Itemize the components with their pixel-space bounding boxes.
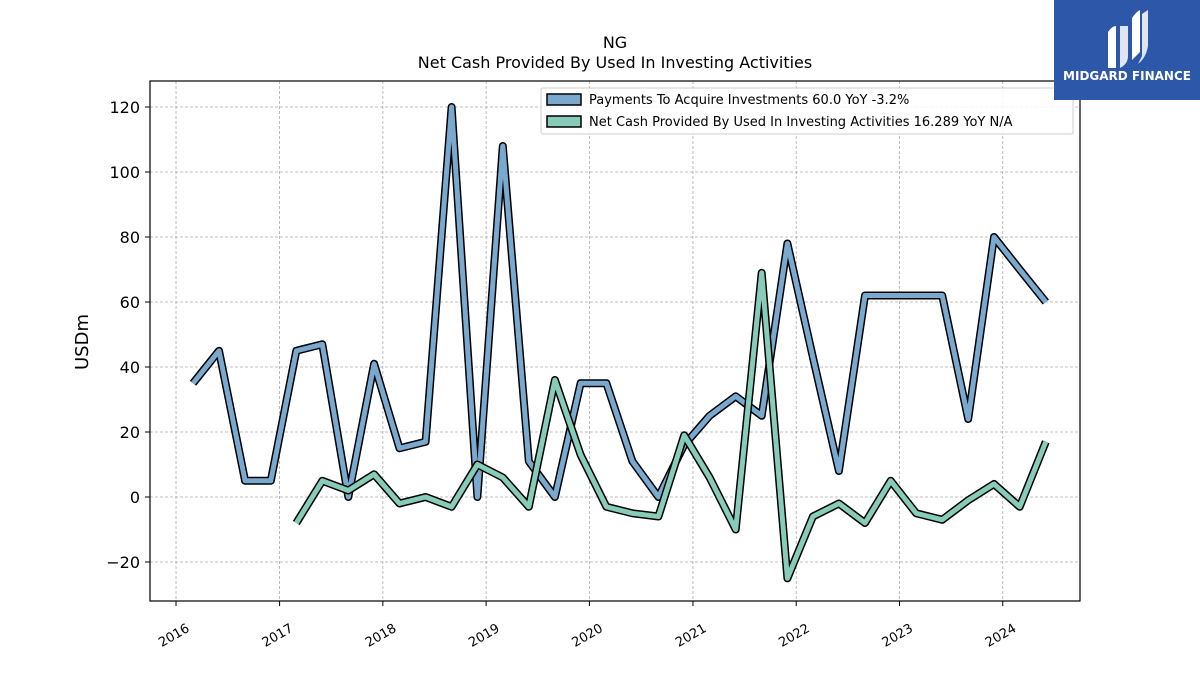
y-tick-label: 0	[130, 488, 140, 507]
midgard-finance-logo: MIDGARD FINANCE	[1054, 0, 1200, 100]
x-tick-label: 2023	[880, 621, 916, 651]
chart-subtitle: Net Cash Provided By Used In Investing A…	[418, 53, 812, 72]
series-stroke	[191, 104, 1048, 500]
x-tick-label: 2022	[776, 621, 812, 651]
x-tick-label: 2020	[570, 621, 606, 651]
chart-title: NG	[603, 33, 627, 52]
series-payments-line	[189, 103, 1049, 501]
x-tick-label: 2016	[156, 621, 192, 651]
x-tick-label: 2021	[673, 621, 709, 651]
y-tick-label: 120	[109, 98, 140, 117]
logo-text: MIDGARD FINANCE	[1063, 69, 1191, 83]
y-axis-label: USDm	[72, 314, 93, 370]
y-tick-label: 80	[120, 228, 140, 247]
legend-swatch-net-cash	[546, 115, 582, 128]
y-tick-label: 20	[120, 423, 140, 442]
x-axis: 2016 2017 2018 2019 2020 2021 2022 2023 2024	[156, 601, 1019, 651]
midgard-finance-logo-icon	[1108, 10, 1148, 68]
x-tick-label: 2017	[260, 621, 296, 651]
legend-item-payments: Payments To Acquire Investments 60.0 YoY…	[546, 93, 909, 108]
y-tick-label: 100	[109, 163, 140, 182]
x-tick-label: 2019	[466, 621, 502, 651]
x-tick-label: 2024	[983, 621, 1019, 651]
y-tick-label: −20	[106, 553, 140, 572]
legend-swatch-payments	[546, 93, 582, 106]
grid	[150, 81, 1080, 601]
y-tick-label: 40	[120, 358, 140, 377]
legend-item-net-cash: Net Cash Provided By Used In Investing A…	[546, 115, 1013, 130]
legend-label-net-cash: Net Cash Provided By Used In Investing A…	[589, 115, 1013, 130]
series-outline	[292, 268, 1050, 583]
legend-box	[540, 87, 1074, 135]
series-lines	[189, 103, 1050, 583]
legend-label-payments: Payments To Acquire Investments 60.0 YoY…	[589, 93, 909, 108]
series-stroke	[294, 270, 1049, 581]
y-tick-label: 60	[120, 293, 140, 312]
plot-frame	[149, 80, 1081, 602]
x-tick-label: 2018	[363, 621, 399, 651]
series-net-cash-line	[292, 268, 1050, 583]
legend: Payments To Acquire Investments 60.0 YoY…	[540, 87, 1074, 135]
y-axis: −20 0 20 40 60 80 100 120	[106, 98, 150, 572]
